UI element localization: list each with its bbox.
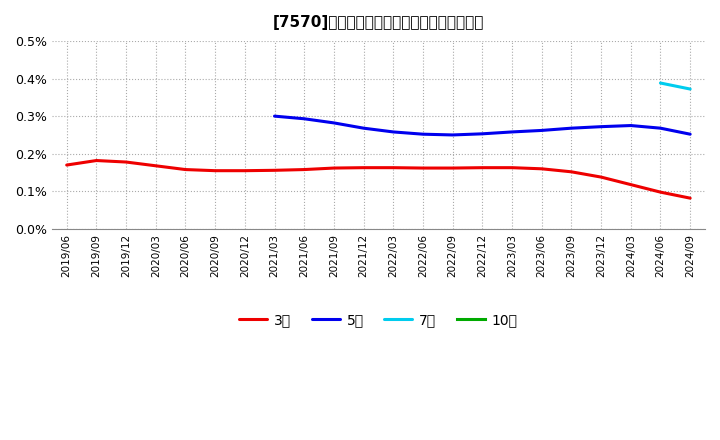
5年 <box>567 125 576 131</box>
3年 <box>359 165 368 170</box>
Line: 7年: 7年 <box>660 83 690 89</box>
3年 <box>330 165 338 171</box>
5年 <box>597 124 606 129</box>
3年 <box>418 165 427 171</box>
7年 <box>656 81 665 86</box>
5年 <box>656 125 665 131</box>
3年 <box>240 168 249 173</box>
Legend: 3年, 5年, 7年, 10年: 3年, 5年, 7年, 10年 <box>233 308 523 333</box>
3年 <box>686 195 695 201</box>
Line: 3年: 3年 <box>67 161 690 198</box>
5年 <box>389 129 397 135</box>
5年 <box>537 128 546 133</box>
3年 <box>389 165 397 170</box>
3年 <box>300 167 309 172</box>
3年 <box>626 182 635 187</box>
5年 <box>449 132 457 138</box>
5年 <box>626 123 635 128</box>
5年 <box>418 132 427 137</box>
3年 <box>122 159 130 165</box>
3年 <box>478 165 487 170</box>
3年 <box>270 168 279 173</box>
5年 <box>270 114 279 119</box>
5年 <box>478 131 487 136</box>
5年 <box>359 125 368 131</box>
5年 <box>330 120 338 125</box>
3年 <box>567 169 576 174</box>
3年 <box>151 163 160 169</box>
Title: [7570]　経常利益マージンの標準偏差の推移: [7570] 経常利益マージンの標準偏差の推移 <box>273 15 484 30</box>
3年 <box>92 158 101 163</box>
3年 <box>63 162 71 168</box>
Line: 5年: 5年 <box>274 116 690 135</box>
3年 <box>181 167 190 172</box>
5年 <box>686 132 695 137</box>
3年 <box>449 165 457 171</box>
3年 <box>656 190 665 195</box>
5年 <box>508 129 516 135</box>
5年 <box>300 116 309 121</box>
3年 <box>508 165 516 170</box>
3年 <box>597 174 606 180</box>
7年 <box>686 86 695 92</box>
3年 <box>537 166 546 172</box>
3年 <box>211 168 220 173</box>
